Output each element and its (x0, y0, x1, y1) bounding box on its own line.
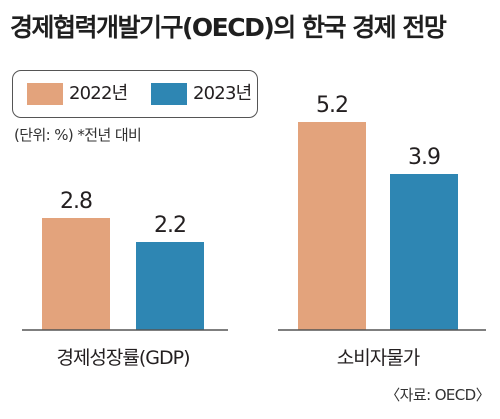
legend-swatch-2022 (27, 83, 63, 105)
value-label-1-0: 2.2 (154, 213, 186, 238)
legend-label-2022: 2022년 (69, 83, 128, 104)
category-label-1: 소비자물가 (337, 347, 420, 369)
legend: 2022년 2023년 (12, 70, 258, 118)
bar-2022년-1 (298, 122, 366, 330)
value-label-1-1: 3.9 (408, 145, 440, 170)
unit-note: (단위: %) *전년 대비 (14, 126, 142, 144)
bar-2022년-0 (42, 218, 110, 330)
bar-2023년-1 (390, 174, 458, 330)
value-label-0-1: 5.2 (316, 93, 348, 118)
legend-swatch-2023 (151, 83, 187, 105)
legend-label-2023: 2023년 (193, 83, 252, 104)
value-label-0-0: 2.8 (60, 189, 92, 214)
bar-2023년-0 (136, 242, 204, 330)
category-label-0: 경제성장률(GDP) (56, 347, 189, 369)
chart-title: 경제협력개발기구(OECD)의 한국 경제 전망 (10, 13, 447, 42)
source-note: 〈자료: OECD〉 (385, 386, 490, 404)
